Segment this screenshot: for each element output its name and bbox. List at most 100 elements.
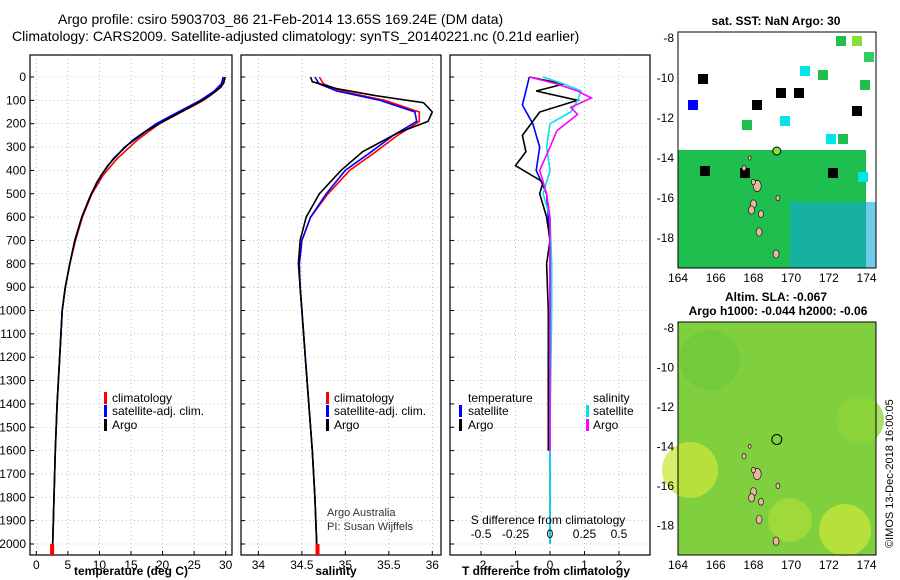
- x-tick-label: 10: [93, 558, 107, 572]
- sst-pixel: [776, 88, 786, 98]
- legend-label-climatology: climatology: [334, 391, 394, 405]
- sst-pixel: [698, 74, 708, 84]
- sst-pixel: [860, 80, 870, 90]
- sst-pixel: [852, 36, 862, 46]
- map-y-tick-label: -10: [657, 360, 675, 374]
- y-tick-label: 800: [6, 257, 26, 271]
- island: [751, 178, 756, 186]
- map-y-tick-label: -14: [657, 151, 675, 165]
- sst-pixel: [852, 106, 862, 116]
- y-tick-label: 1600: [0, 444, 26, 458]
- sst-pixel: [828, 168, 838, 178]
- difference-legend: temperature satellite Argo salinity sate…: [459, 391, 634, 432]
- x-tick-label: 5: [65, 558, 72, 572]
- y-tick-label: 600: [6, 210, 26, 224]
- legend-swatch-argo: [104, 419, 107, 431]
- map-y-tick-label: -12: [657, 400, 675, 414]
- y-tick-label: 1800: [0, 490, 26, 504]
- sst-map-frame: [677, 31, 877, 269]
- map-x-tick-label: 174: [857, 271, 877, 285]
- legend-heading-temperature: temperature: [468, 391, 533, 405]
- y-tick-label: 200: [6, 117, 26, 131]
- map-x-tick-label: 164: [668, 271, 688, 285]
- legend-label-satellite: satellite-adj. clim.: [112, 404, 204, 418]
- legend-swatch-temp-argo: [459, 419, 462, 431]
- map-y-tick-label: -18: [657, 518, 675, 532]
- x-tick-label: 1: [581, 558, 588, 572]
- y-tick-label: 500: [6, 187, 26, 201]
- y-tick-label: 2000: [0, 537, 26, 551]
- legend-label-sal-argo: Argo: [593, 418, 619, 432]
- argo-marker: [771, 433, 783, 445]
- legend-label-climatology: climatology: [112, 391, 172, 405]
- map-y-tick-label: -16: [657, 479, 675, 493]
- map-x-tick-label: 172: [819, 271, 839, 285]
- sst-pixel: [700, 166, 710, 176]
- sst-map-plot: 164 166 168 170 172 174 -8 -10 -12 -14 -16 -18: [657, 31, 877, 285]
- island: [755, 227, 763, 237]
- sst-pixel: [864, 52, 874, 62]
- x-tick-label: -2: [476, 558, 487, 572]
- annotation-pi: PI: Susan Wijffels: [327, 521, 413, 533]
- legend-label-sal-satellite: satellite: [593, 404, 634, 418]
- sst-pixel: [742, 120, 752, 130]
- sla-blob: [662, 442, 718, 498]
- legend-swatch-sal-satellite: [586, 405, 589, 417]
- bottom-marker: [315, 544, 320, 555]
- island: [751, 466, 756, 474]
- sst-pixel: [740, 168, 750, 178]
- island: [758, 210, 764, 218]
- map-y-tick-label: -18: [657, 231, 675, 245]
- series-line-climatology: [51, 76, 226, 556]
- salinity-legend: climatology satellite-adj. clim. Argo: [326, 391, 426, 432]
- x2-tick-label: -0.25: [502, 527, 530, 541]
- island: [741, 453, 747, 460]
- x-tick-label: 34: [252, 558, 266, 572]
- map-x-tick-label: 170: [781, 558, 801, 572]
- sst-pixel: [752, 100, 762, 110]
- map-y-tick-label: -16: [657, 191, 675, 205]
- x-tick-label: 25: [187, 558, 201, 572]
- sst-pixel: [780, 116, 790, 126]
- legend-heading-salinity: salinity: [593, 391, 630, 405]
- sla-blob: [768, 498, 812, 542]
- map-x-tick-label: 168: [743, 271, 763, 285]
- sst-pixel: [838, 134, 848, 144]
- salinity-axis-label: salinity: [315, 564, 357, 578]
- x-tick-label: 35: [339, 558, 353, 572]
- island: [747, 155, 752, 161]
- y-tick-label: 1900: [0, 514, 26, 528]
- legend-label-satellite: satellite-adj. clim.: [334, 404, 426, 418]
- sst-pixel: [836, 36, 846, 46]
- island: [748, 205, 755, 215]
- y-tick-label: 1700: [0, 467, 26, 481]
- t-difference-axis-label: T difference from climatology: [462, 564, 630, 578]
- bottom-marker: [50, 544, 55, 555]
- map-x-tick-label: 174: [857, 558, 877, 572]
- x2-tick-label: -0.5: [471, 527, 492, 541]
- x-tick-label: 0: [547, 558, 554, 572]
- y-tick-label: 1200: [0, 350, 26, 364]
- map-x-tick-label: 172: [819, 558, 839, 572]
- map-y-tick-label: -8: [663, 31, 674, 45]
- y-tick-label: 1000: [0, 304, 26, 318]
- y-tick-label: 0: [19, 70, 26, 84]
- island: [772, 536, 780, 546]
- sst-pixel: [688, 100, 698, 110]
- series-line-satellite-adj-clim-: [51, 76, 224, 556]
- map-y-tick-label: -14: [657, 439, 675, 453]
- x-tick-label: 2: [616, 558, 623, 572]
- y-tick-label: 700: [6, 233, 26, 247]
- island: [775, 482, 781, 489]
- sst-cool-region: [790, 202, 876, 268]
- island: [755, 514, 763, 524]
- y-tick-label: 400: [6, 163, 26, 177]
- x-tick-label: 0: [33, 558, 40, 572]
- map-y-tick-label: -12: [657, 111, 675, 125]
- x2-tick-label: 0.5: [611, 527, 628, 541]
- x-tick-label: 35.5: [377, 558, 401, 572]
- y-tick-label: 1100: [0, 327, 26, 341]
- island: [741, 164, 747, 172]
- series-line-climatology: [298, 76, 421, 556]
